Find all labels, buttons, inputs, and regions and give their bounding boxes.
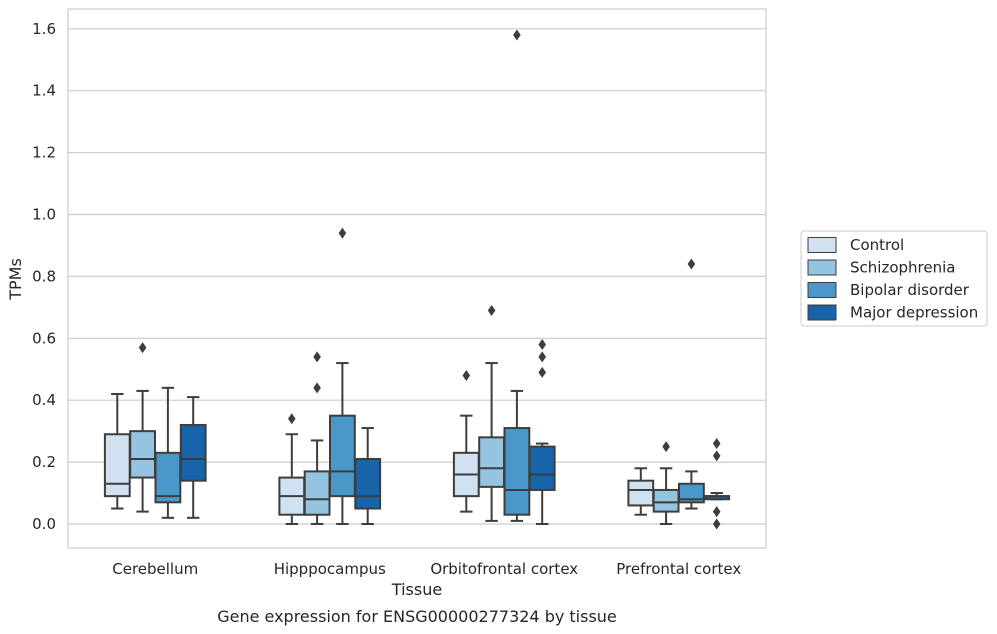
- box-3-2: [528, 338, 556, 525]
- legend-swatch: [807, 259, 837, 276]
- outlier-marker: [712, 438, 721, 450]
- box-2-3: [678, 258, 705, 510]
- legend-frame: [800, 230, 988, 327]
- box-0-2: [452, 369, 480, 513]
- outlier-marker: [538, 338, 547, 350]
- box-iqr: [179, 423, 207, 482]
- outlier-marker: [487, 304, 496, 316]
- outlier-marker: [338, 227, 347, 239]
- legend-swatch: [807, 282, 837, 298]
- x-tick-label: Prefrontal cortex: [616, 560, 741, 578]
- box-iqr: [678, 482, 705, 504]
- box-iqr: [329, 414, 356, 498]
- box-2-1: [329, 227, 356, 525]
- box-3-1: [354, 427, 382, 525]
- outlier-marker: [313, 382, 321, 394]
- outlier-marker: [513, 29, 521, 41]
- legend-swatch: [807, 237, 837, 253]
- box-iqr: [528, 445, 556, 491]
- gridlines: [68, 28, 766, 525]
- outlier-marker: [287, 413, 296, 425]
- y-tick-label: 0.0: [32, 515, 56, 533]
- box-iqr: [478, 436, 505, 488]
- box-2-2: [503, 29, 531, 522]
- box-0-1: [278, 413, 306, 525]
- y-tick-label: 1.6: [32, 20, 56, 38]
- y-tick-label: 0.4: [32, 391, 56, 409]
- y-tick-label: 1.0: [32, 206, 56, 224]
- outlier-marker: [712, 450, 721, 462]
- x-tick-label: Orbitofrontal cortex: [430, 560, 578, 578]
- outlier-marker: [313, 351, 321, 363]
- box-1-2: [478, 304, 505, 522]
- legend: Control Schizophrenia Bipolar disorder Majo…: [800, 230, 988, 327]
- box-iqr: [503, 427, 531, 516]
- legend-label: Schizophrenia: [850, 259, 955, 277]
- box-1-3: [652, 441, 680, 525]
- outlier-marker: [712, 518, 721, 530]
- x-tick-label: Cerebellum: [112, 560, 198, 578]
- box-iqr: [303, 470, 331, 516]
- box-1-0: [129, 342, 156, 513]
- y-tick-label: 0.6: [32, 329, 56, 347]
- x-axis-ticks: Cerebellum Hipppocampus Orbitofrontal cort…: [112, 560, 741, 578]
- box-iqr: [627, 479, 655, 507]
- box-3-3: [703, 438, 731, 530]
- box-2-0: [154, 386, 182, 519]
- outlier-marker: [712, 506, 721, 518]
- outlier-marker: [662, 441, 670, 453]
- y-axis-ticks: 0.0 0.2 0.4 0.6 0.8 1.0 1.2 1.4 1.6: [32, 20, 56, 533]
- y-tick-label: 0.2: [32, 453, 56, 471]
- outlier-marker: [538, 351, 547, 363]
- x-tick-label: Hipppocampus: [274, 560, 386, 578]
- box-3-0: [179, 396, 207, 519]
- outlier-marker: [138, 342, 147, 354]
- y-tick-label: 1.4: [32, 82, 56, 100]
- box-iqr: [354, 458, 382, 510]
- legend-items: Control Schizophrenia Bipolar disorder Majo…: [807, 236, 978, 322]
- box-iqr: [103, 433, 131, 498]
- box-0-0: [103, 393, 131, 510]
- box-1-1: [303, 351, 331, 525]
- boxes: [103, 29, 731, 530]
- legend-label: Major depression: [850, 304, 978, 322]
- y-tick-label: 1.2: [32, 144, 56, 162]
- chart-caption: Gene expression for ENSG00000277324 by t…: [217, 607, 617, 626]
- box-iqr: [652, 488, 680, 513]
- outlier-marker: [538, 366, 547, 378]
- box-iqr: [154, 451, 182, 504]
- legend-swatch: [807, 304, 837, 321]
- outlier-marker: [687, 258, 696, 270]
- outlier-marker: [462, 369, 471, 381]
- plot-area-frame: [67, 8, 767, 549]
- box-0-3: [627, 467, 655, 516]
- legend-label: Bipolar disorder: [850, 281, 970, 299]
- x-axis-label: Tissue: [391, 580, 442, 599]
- box-iqr: [129, 430, 156, 479]
- y-axis-label: TPMs: [6, 258, 25, 301]
- legend-label: Control: [850, 236, 904, 254]
- y-tick-label: 0.8: [32, 267, 56, 285]
